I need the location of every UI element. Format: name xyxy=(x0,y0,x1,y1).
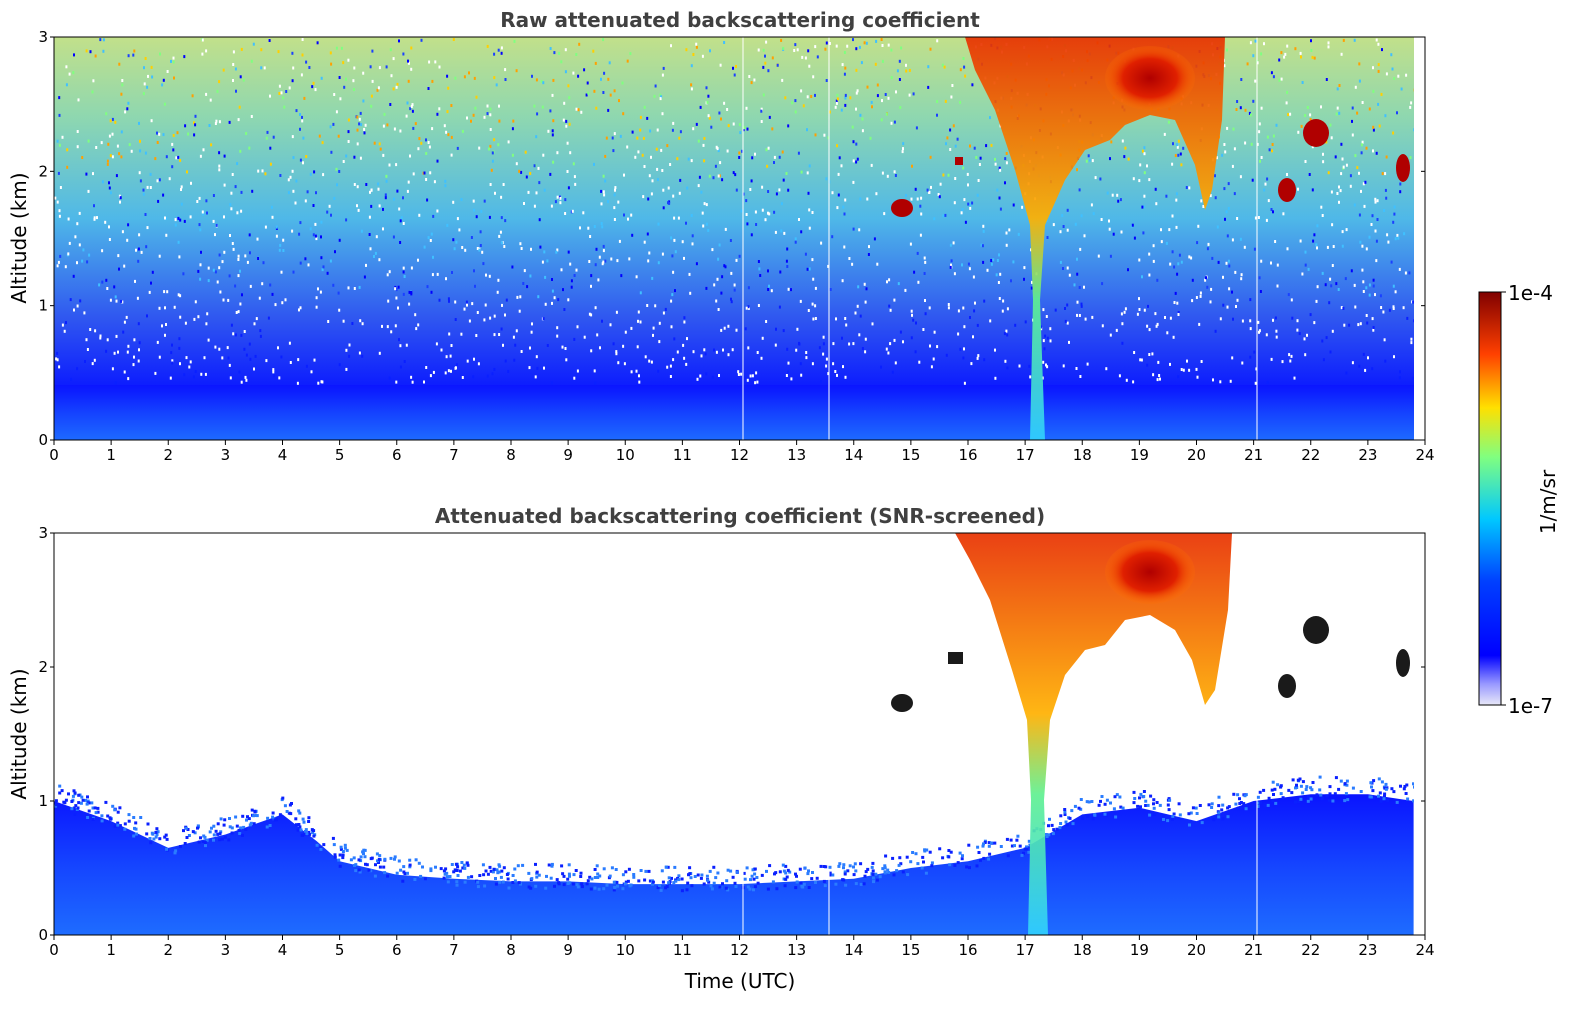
x-tick-label: 22 xyxy=(1301,941,1320,959)
y-tick-label: 1 xyxy=(38,297,48,315)
y-axis-label-screened: Altitude (km) xyxy=(7,668,31,799)
x-tick-label: 19 xyxy=(1130,446,1149,464)
x-tick-label: 18 xyxy=(1073,941,1092,959)
x-tick-label: 17 xyxy=(1016,941,1035,959)
x-tick-label: 11 xyxy=(673,941,692,959)
colorbar-max-label: 1e-4 xyxy=(1508,281,1553,305)
cloud-core-screened xyxy=(1105,540,1195,604)
y-tick-label: 3 xyxy=(38,28,48,46)
x-tick-label: 3 xyxy=(221,941,231,959)
cloud-patch-4-raw xyxy=(1396,154,1410,182)
cloud-patch-4-screened xyxy=(1396,649,1410,677)
x-tick-label: 0 xyxy=(49,941,59,959)
x-tick-label: 20 xyxy=(1187,446,1206,464)
x-tick-label: 4 xyxy=(278,446,288,464)
y-tick-label: 0 xyxy=(38,431,48,449)
panel-raw: Raw attenuated backscattering coefficien… xyxy=(7,8,1435,464)
cloud-patch-1-screened xyxy=(891,694,913,712)
boundary-layer-screened xyxy=(54,794,1414,935)
x-tick-label: 2 xyxy=(163,941,173,959)
cloud-patch-3-raw xyxy=(1303,119,1329,147)
y-tick-label: 3 xyxy=(38,524,48,542)
x-tick-label: 8 xyxy=(506,446,516,464)
x-tick-label: 20 xyxy=(1187,941,1206,959)
x-tick-label: 19 xyxy=(1130,941,1149,959)
x-tick-label: 9 xyxy=(563,446,573,464)
x-tick-label: 6 xyxy=(392,446,402,464)
x-tick-label: 24 xyxy=(1415,446,1434,464)
colorbar: 1e-4 1e-7 1/m/sr xyxy=(1478,281,1560,718)
x-tick-label: 15 xyxy=(901,446,920,464)
y-tick-label: 2 xyxy=(38,162,48,180)
x-tick-label: 5 xyxy=(335,446,345,464)
x-tick-label: 14 xyxy=(844,446,863,464)
x-tick-label: 5 xyxy=(335,941,345,959)
x-tick-label: 0 xyxy=(49,446,59,464)
y-axis-screened: 0 1 2 3 xyxy=(38,524,1425,944)
x-tick-label: 16 xyxy=(958,446,977,464)
cloud-patch-1-raw xyxy=(891,199,913,217)
x-tick-label: 10 xyxy=(616,446,635,464)
y-tick-label: 0 xyxy=(38,926,48,944)
x-axis-screened: 0 1 2 3 4 5 6 7 8 9 10 11 12 13 14 15 16 17 18 19 20 21 22 23 24 xyxy=(49,935,1435,959)
heatmap-raw xyxy=(54,37,1414,440)
x-tick-label: 16 xyxy=(958,941,977,959)
heatmap-screened xyxy=(54,533,1414,935)
cloud-main-raw xyxy=(965,37,1225,440)
x-tick-label: 1 xyxy=(106,941,116,959)
x-tick-label: 13 xyxy=(787,941,806,959)
x-tick-label: 12 xyxy=(730,446,749,464)
x-tick-label: 24 xyxy=(1415,941,1434,959)
x-tick-label: 10 xyxy=(616,941,635,959)
x-tick-label: 13 xyxy=(787,446,806,464)
x-tick-label: 18 xyxy=(1073,446,1092,464)
x-tick-label: 7 xyxy=(449,941,459,959)
x-tick-label: 4 xyxy=(278,941,288,959)
x-tick-label: 22 xyxy=(1301,446,1320,464)
cloud-core-raw xyxy=(1105,46,1195,110)
x-axis-raw: 0 1 2 3 4 5 6 7 8 9 10 11 12 13 14 15 16 17 18 19 20 21 22 23 24 xyxy=(49,440,1435,464)
boundary-layer-raw xyxy=(54,385,1414,440)
cloud-main-screened xyxy=(955,533,1232,935)
x-tick-label: 11 xyxy=(673,446,692,464)
y-tick-label: 1 xyxy=(38,792,48,810)
chart-title-screened: Attenuated backscattering coefficient (S… xyxy=(435,504,1045,528)
x-tick-label: 7 xyxy=(449,446,459,464)
colorbar-min-label: 1e-7 xyxy=(1508,694,1553,718)
cloud-patch-2-screened xyxy=(1278,674,1296,698)
cloud-patch-2-raw xyxy=(1278,178,1296,202)
x-tick-label: 17 xyxy=(1016,446,1035,464)
x-tick-label: 3 xyxy=(221,446,231,464)
cloud-patch-3-screened xyxy=(1303,616,1329,644)
noise-layer-screened xyxy=(54,775,1414,893)
x-axis-label: Time (UTC) xyxy=(684,969,796,993)
colorbar-gradient xyxy=(1478,291,1502,706)
x-tick-label: 15 xyxy=(901,941,920,959)
colorbar-label: 1/m/sr xyxy=(1536,469,1560,534)
y-axis-label-raw: Altitude (km) xyxy=(7,172,31,303)
x-tick-label: 14 xyxy=(844,941,863,959)
y-tick-label: 2 xyxy=(38,658,48,676)
x-tick-label: 12 xyxy=(730,941,749,959)
x-tick-label: 2 xyxy=(163,446,173,464)
x-tick-label: 8 xyxy=(506,941,516,959)
y-axis-raw: 0 1 2 3 xyxy=(38,28,1425,449)
panel-screened: Attenuated backscattering coefficient (S… xyxy=(7,504,1435,993)
chart-title-raw: Raw attenuated backscattering coefficien… xyxy=(500,8,980,32)
x-tick-label: 23 xyxy=(1358,446,1377,464)
x-tick-label: 9 xyxy=(563,941,573,959)
x-tick-label: 6 xyxy=(392,941,402,959)
x-tick-label: 21 xyxy=(1244,446,1263,464)
x-tick-label: 21 xyxy=(1244,941,1263,959)
x-tick-label: 23 xyxy=(1358,941,1377,959)
x-tick-label: 1 xyxy=(106,446,116,464)
